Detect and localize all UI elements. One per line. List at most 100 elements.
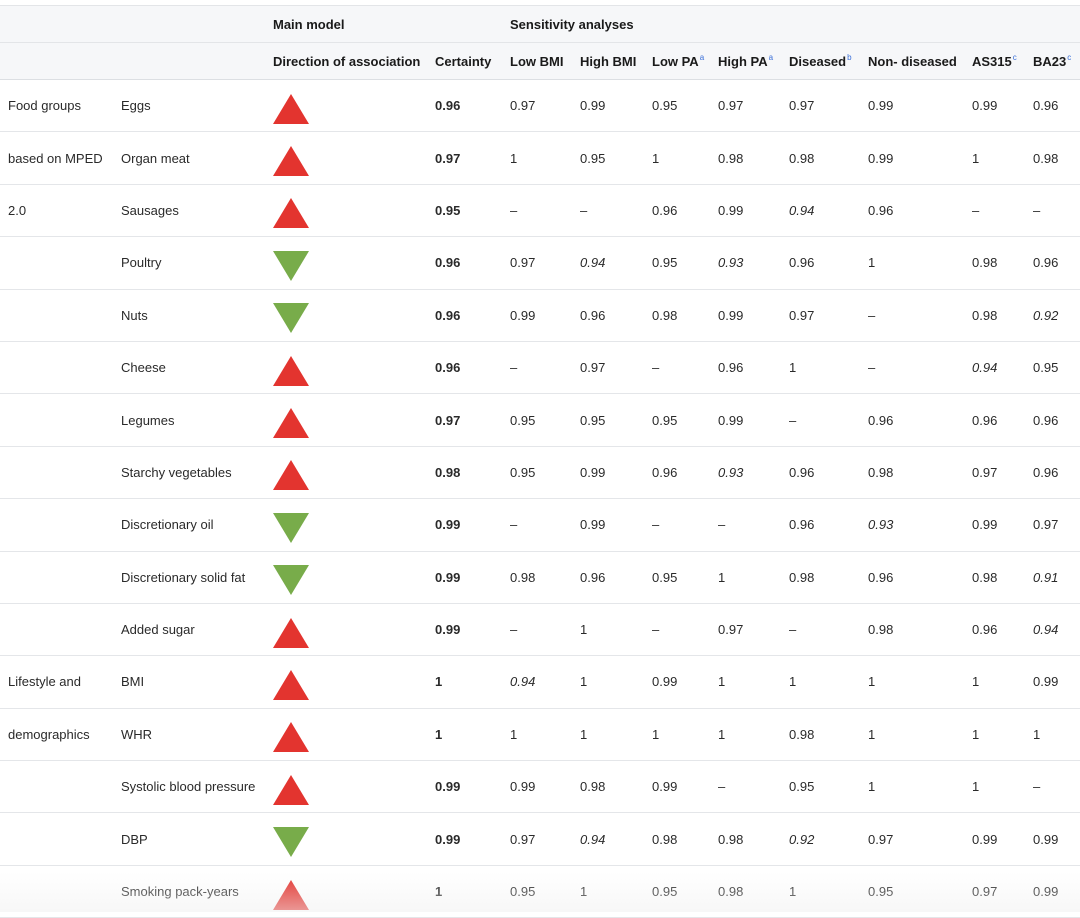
sensitivity-value: 0.97: [718, 622, 744, 638]
sensitivity-value: 0.96: [580, 569, 606, 585]
direction-cell: [265, 551, 427, 603]
row-item-label: Legumes: [121, 412, 175, 428]
direction-cell: [265, 132, 427, 184]
sensitivity-value: 0.97: [972, 884, 998, 900]
sensitivity-value: 1: [510, 726, 518, 742]
table-row: DBP 0.99 0.97 0.94 0.98 0.98 0.92 0.97 0.99 0.99: [0, 813, 1080, 866]
sensitivity-value: 0.97: [789, 307, 815, 323]
certainty-value: 0.97: [435, 150, 461, 166]
sensitivity-value: 1: [580, 674, 588, 690]
column-header: Low PAa: [644, 42, 710, 80]
sensitivity-value: 1: [718, 674, 726, 690]
sensitivity-value: 0.96: [972, 412, 998, 428]
row-item-label: Discretionary solid fat: [121, 569, 246, 585]
certainty-value: 0.99: [435, 569, 461, 585]
sensitivity-value: 0.91: [1033, 569, 1059, 585]
sensitivity-value: 0.99: [580, 517, 606, 533]
sensitivity-value: 0.99: [1033, 674, 1059, 690]
footnote-marker[interactable]: a: [768, 53, 774, 62]
triangle-down-icon: [273, 827, 309, 858]
sensitivity-value: 0.98: [789, 150, 815, 166]
table-row: Lifestyle and BMI 1 0.94 1 0.99 1 1 1 1 0.99: [0, 656, 1080, 709]
sensitivity-value: 0.95: [510, 412, 536, 428]
sensitivity-value: 0.97: [789, 98, 815, 114]
sensitivity-value: 0.98: [972, 307, 998, 323]
row-group-label: [0, 499, 113, 551]
sensitivity-value: 0.98: [972, 255, 998, 271]
certainty-value: 0.95: [435, 202, 461, 218]
sensitivity-value: –: [652, 517, 660, 533]
sensitivity-value: 1: [972, 150, 980, 166]
sensitivity-value: 0.97: [510, 831, 536, 847]
table-row: Legumes 0.97 0.95 0.95 0.95 0.99 – 0.96 0.96 0.96: [0, 394, 1080, 447]
column-header: Low BMI: [502, 42, 572, 80]
sensitivity-value: 0.95: [652, 98, 678, 114]
sensitivity-value: 0.98: [789, 569, 815, 585]
column-header-label: Non- diseased: [868, 53, 957, 69]
sensitivity-value: 0.96: [868, 412, 894, 428]
sensitivity-value: –: [972, 202, 980, 218]
direction-cell: [265, 761, 427, 813]
row-group-label: [0, 813, 113, 865]
triangle-down-icon: [273, 250, 309, 281]
direction-cell: [265, 184, 427, 236]
sensitivity-value: 0.98: [652, 307, 678, 323]
sensitivity-value: –: [868, 360, 876, 376]
sensitivity-value: 0.96: [1033, 255, 1059, 271]
row-group-label: [0, 603, 113, 655]
sensitivity-value: 0.99: [1033, 831, 1059, 847]
sensitivity-value: 0.98: [718, 831, 744, 847]
sensitivity-value: 0.94: [580, 831, 606, 847]
sensitivity-value: 0.95: [652, 569, 678, 585]
row-item-label: Smoking pack-years: [121, 884, 239, 900]
certainty-value: 1: [435, 884, 443, 900]
footnote-marker[interactable]: c: [1067, 53, 1072, 62]
sensitivity-value: –: [789, 622, 797, 638]
row-group-label: demographics: [8, 726, 90, 742]
sensitivity-value: 1: [972, 726, 980, 742]
sensitivity-value: –: [868, 307, 876, 323]
triangle-down-icon: [273, 303, 309, 334]
sensitivity-value: 0.95: [652, 255, 678, 271]
sensitivity-value: 0.95: [652, 412, 678, 428]
sensitivity-value: 0.99: [510, 779, 536, 795]
sensitivity-value: 0.98: [972, 569, 998, 585]
sensitivity-value: 0.95: [580, 412, 606, 428]
sensitivity-value: 0.95: [1033, 360, 1059, 376]
row-group-label: 2.0: [8, 202, 27, 218]
row-group-label: [0, 865, 113, 917]
sensitivity-value: 0.94: [580, 255, 606, 271]
row-group-label: [0, 446, 113, 498]
column-header-label: Direction of association: [273, 53, 421, 69]
column-header-label: High PA: [718, 54, 768, 69]
table-row: 2.0 Sausages 0.95 – – 0.96 0.99 0.94 0.96 – –: [0, 184, 1080, 237]
sensitivity-value: 0.96: [1033, 98, 1059, 114]
sensitivity-value: 0.96: [789, 517, 815, 533]
sensitivity-value: 0.99: [652, 674, 678, 690]
sensitivity-value: 1: [868, 255, 876, 271]
sensitivity-value: 0.98: [718, 150, 744, 166]
header-blank: [0, 5, 113, 43]
direction-cell: [265, 813, 427, 865]
sensitivity-value: 0.96: [652, 464, 678, 480]
sensitivity-value: 1: [580, 726, 588, 742]
footnote-marker[interactable]: c: [1012, 53, 1017, 62]
sensitivity-value: 0.95: [580, 150, 606, 166]
triangle-up-icon: [273, 355, 309, 386]
sensitivity-value: 0.96: [868, 569, 894, 585]
footnote-marker[interactable]: b: [847, 53, 852, 62]
row-item-label: Eggs: [121, 98, 151, 114]
sensitivity-value: 0.98: [652, 831, 678, 847]
table-row: Cheese 0.96 – 0.97 – 0.96 1 – 0.94 0.95: [0, 341, 1080, 394]
footnote-marker[interactable]: a: [699, 53, 705, 62]
header-group-row: Main model Sensitivity analyses: [0, 5, 1080, 43]
triangle-down-icon: [273, 565, 309, 596]
table-row: Poultry 0.96 0.97 0.94 0.95 0.93 0.96 1 0.98 0.96: [0, 237, 1080, 290]
row-item-label: BMI: [121, 674, 145, 690]
sensitivity-value: 0.95: [868, 884, 894, 900]
column-header-label: Low BMI: [510, 53, 564, 69]
row-item-label: DBP: [121, 831, 148, 847]
direction-cell: [265, 603, 427, 655]
table-body: Food groups Eggs 0.96 0.97 0.99 0.95 0.97 0.97 0…: [0, 80, 1080, 918]
table-row: Food groups Eggs 0.96 0.97 0.99 0.95 0.97 0.97 0…: [0, 80, 1080, 132]
